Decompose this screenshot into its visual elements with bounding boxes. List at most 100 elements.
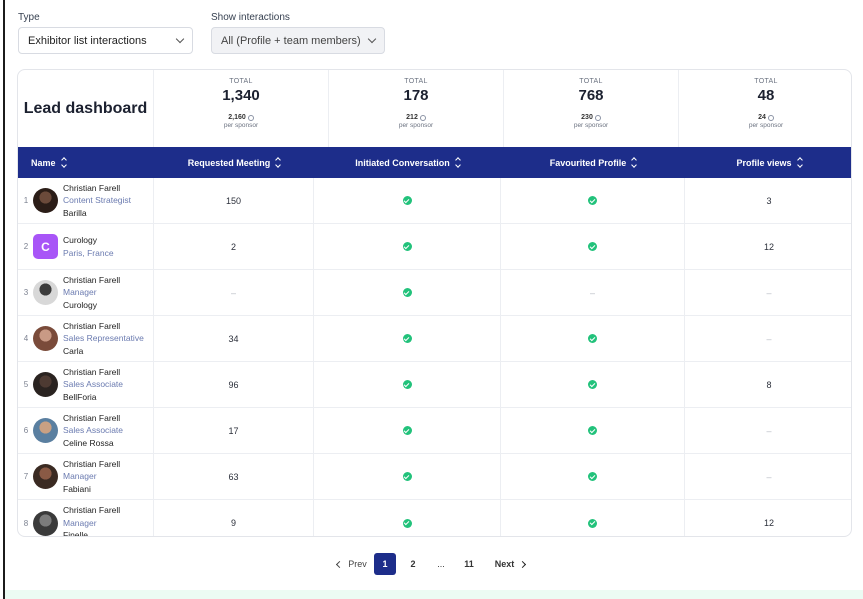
person-info: Christian Farell Manager Finelle [63,504,121,537]
person-name[interactable]: Christian Farell [63,274,121,285]
cell-value: 63 [228,471,239,482]
person-name[interactable]: Christian Farell [63,412,121,423]
person-name[interactable]: Curology [63,235,98,245]
stat-sub-value: 212 [406,114,418,121]
requested-meeting-cell: 17 [154,408,314,453]
table-row[interactable]: 4 Christian Farell Sales Representative Car… [18,316,851,362]
table-header: Name Requested Meeting Initiated Convers… [18,147,851,178]
person-company: Fabiani [63,483,91,494]
info-icon[interactable] [419,114,426,121]
name-cell: 4 Christian Farell Sales Representative Car… [18,316,154,361]
header-name[interactable]: Name [18,147,154,178]
header-favourited-profile[interactable]: Favourited Profile [501,147,685,178]
person-role: Manager [63,287,97,298]
name-cell: 2 C Curology Paris, France [18,224,154,269]
bottom-banner [5,590,863,599]
stat-per-sponsor-value: 2,160 [228,114,254,121]
stat-label: TOTAL [404,78,428,85]
filters-bar: Type Exhibitor list interactions Show in… [18,13,385,54]
next-page-button[interactable]: Next [489,553,531,575]
table-row[interactable]: 3 Christian Farell Manager Curology – – – [18,270,851,316]
person-info: Christian Farell Manager Fabiani [63,458,120,496]
page-button[interactable]: 2 [410,559,416,569]
header-profile-views[interactable]: Profile views [685,147,851,178]
table-row[interactable]: 2 C Curology Paris, France 2 12 [18,224,851,270]
stat-per-label: per sponsor [223,122,259,129]
lead-dashboard-card: Lead dashboard TOTAL 1,340 2,160 per sponso… [17,69,852,537]
info-icon[interactable] [247,114,254,121]
person-name[interactable]: Christian Farell [63,320,121,331]
header-requested-label: Requested Meeting [187,157,271,168]
stat-per-label: per sponsor [573,122,609,129]
empty-value: – [766,425,772,436]
stat-sub-value: 230 [581,114,593,121]
table-row[interactable]: 6 Christian Farell Sales Associate Celine R… [18,408,851,454]
table-row[interactable]: 7 Christian Farell Manager Fabiani 63 – [18,454,851,500]
dashboard-title: Lead dashboard [18,70,154,147]
person-company: Finelle [63,530,89,537]
person-name[interactable]: Christian Farell [63,182,121,193]
favourited-profile-cell [501,224,685,269]
chevron-down-icon [367,34,377,44]
header-requested-meeting[interactable]: Requested Meeting [154,147,314,178]
check-circle-icon [588,242,597,251]
initiated-conversation-cell [314,454,501,499]
interactions-filter-label: Show interactions [211,12,290,23]
stat-per-sponsor-value: 24 [758,114,774,121]
initiated-conversation-cell [314,224,501,269]
stat-label: TOTAL [754,78,778,85]
person-role: Content Strategist [63,195,132,206]
cell-value: 12 [763,518,774,528]
cell-value: 96 [228,379,239,390]
table-row[interactable]: 5 Christian Farell Sales Associate BellFori… [18,362,851,408]
interactions-select[interactable]: All (Profile + team members) [211,27,385,54]
stat-per-sponsor-value: 230 [581,114,601,121]
favourited-profile-cell [501,316,685,361]
header-initiated-conversation[interactable]: Initiated Conversation [314,147,501,178]
check-circle-icon [402,196,412,205]
stat-value: 1,340 [222,87,260,104]
empty-value: – [589,287,595,298]
pagination-ellipsis: ... [437,559,445,569]
sort-icon [631,157,638,168]
person-name[interactable]: Christian Farell [63,366,121,377]
cell-value: 150 [225,195,242,206]
page-button[interactable]: 1 [374,553,396,575]
table-row[interactable]: 1 Christian Farell Content Strategist Baril… [18,178,851,224]
stat-total: TOTAL 768 230 per sponsor [504,70,679,147]
stat-value: 768 [578,87,604,104]
type-select[interactable]: Exhibitor list interactions [18,27,193,54]
person-company: Celine Rossa [63,437,114,448]
favourited-profile-cell [501,362,685,407]
info-icon[interactable] [767,114,774,121]
stat-total: TOTAL 178 212 per sponsor [329,70,504,147]
favourited-profile-cell [501,408,685,453]
person-info: Christian Farell Sales Associate Celine Ro… [63,412,123,450]
stat-label: TOTAL [579,78,603,85]
stat-sub-value: 24 [758,114,766,121]
requested-meeting-cell: 150 [154,178,314,223]
prev-page-button[interactable]: Prev [333,553,371,575]
cell-value: 3 [766,195,772,206]
row-index: 6 [23,426,29,435]
requested-meeting-cell: 2 [154,224,314,269]
profile-views-cell: 12 [685,500,851,536]
interactions-select-value: All (Profile + team members) [221,34,361,47]
info-icon[interactable] [594,114,601,121]
cell-value: 34 [228,333,239,344]
header-initiated-label: Initiated Conversation [355,157,450,168]
person-name[interactable]: Christian Farell [63,505,121,516]
requested-meeting-cell: 34 [154,316,314,361]
page-button[interactable]: 11 [464,559,474,569]
check-circle-icon [402,242,412,251]
summary-row: Lead dashboard TOTAL 1,340 2,160 per sponso… [18,70,851,147]
prev-label: Prev [348,559,367,569]
table-row[interactable]: 8 Christian Farell Manager Finelle 9 12 [18,500,851,537]
empty-value: – [766,287,772,298]
person-company: Curology [63,299,98,310]
stat-per-label: per sponsor [398,122,434,129]
row-index: 3 [23,288,29,297]
chevron-right-icon [519,560,527,568]
person-name[interactable]: Christian Farell [63,458,121,469]
